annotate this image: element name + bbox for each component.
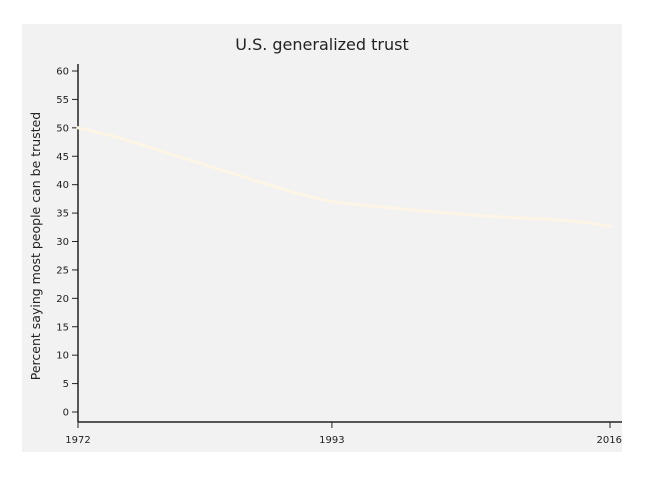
data-point: [439, 211, 443, 214]
y-tick-label: 50: [56, 123, 69, 134]
data-point: [330, 200, 334, 204]
data-point: [294, 191, 298, 195]
x-tick-label: 1972: [65, 435, 90, 446]
x-tick-label: 2016: [597, 435, 622, 446]
data-point: [257, 180, 261, 184]
y-tick-label: 55: [56, 95, 69, 106]
y-tick-label: 40: [56, 180, 69, 191]
x-axis: 1972 1993 2016: [65, 421, 622, 446]
data-point: [149, 146, 152, 150]
data-point: [366, 204, 370, 208]
data-point: [76, 126, 80, 130]
trust-series-line: [76, 126, 612, 229]
y-tick-label: 10: [56, 351, 69, 362]
y-tick-label: 5: [63, 379, 69, 390]
y-tick-label: 0: [63, 408, 69, 419]
line-chart: U.S. generalized trust Percent saying mo…: [28, 35, 622, 446]
data-point: [548, 217, 551, 221]
data-point: [608, 225, 612, 229]
y-axis-label: Percent saying most people can be truste…: [28, 112, 43, 380]
data-point: [403, 207, 406, 211]
data-point: [185, 157, 189, 161]
y-tick-label: 60: [56, 67, 69, 78]
y-tick-label: 20: [56, 294, 69, 305]
data-point: [112, 134, 116, 138]
data-point: [584, 220, 588, 224]
x-tick-label: 1993: [319, 435, 344, 446]
chart-panel: U.S. generalized trust Percent saying mo…: [22, 24, 622, 452]
y-tick-label: 35: [56, 209, 69, 220]
y-axis: 0 5 10 15 20 25 30 35 40 45 50 55 60: [56, 64, 79, 422]
data-point: [475, 213, 479, 217]
y-tick-label: 30: [56, 237, 69, 248]
chart-title: U.S. generalized trust: [235, 35, 408, 54]
data-point: [221, 169, 225, 172]
series-group: [76, 126, 612, 229]
y-tick-label: 25: [56, 265, 69, 276]
y-tick-label: 15: [56, 322, 69, 333]
y-tick-label: 45: [56, 152, 69, 163]
data-point: [511, 216, 515, 220]
